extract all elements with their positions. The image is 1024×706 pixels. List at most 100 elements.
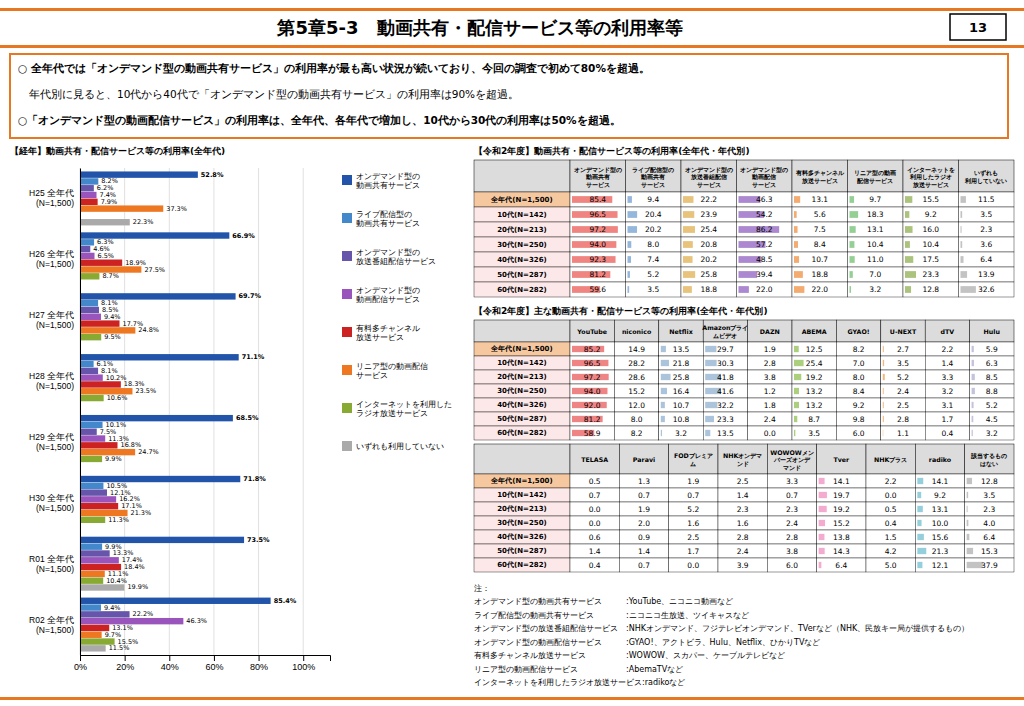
cell-bar — [661, 402, 665, 408]
cell-value: 3.6 — [980, 240, 992, 249]
cell — [959, 237, 1015, 252]
cell — [619, 502, 668, 516]
cell-bar — [917, 562, 922, 568]
cell-value: 57.2 — [756, 240, 773, 249]
text-line: 利用していない — [964, 176, 1007, 184]
tick-label: 40% — [161, 662, 179, 672]
tick-label: R01 全年代(N=1,500) — [29, 554, 74, 574]
text-line: H29 全年代 — [29, 432, 74, 442]
title-rule — [0, 45, 1024, 48]
bar — [80, 604, 101, 610]
cell — [792, 237, 848, 252]
data-labels: 52.8%66.9%69.7%71.1%68.5%71.8%73.5%85.4%… — [93, 171, 296, 653]
cell — [718, 516, 767, 530]
cell-value: 8.7 — [808, 415, 820, 424]
cell — [737, 222, 793, 237]
cell — [848, 237, 904, 252]
cell-value: 48.5 — [756, 255, 773, 264]
text-line: 放送番組配信サービス — [356, 256, 436, 265]
cell-value: 5.2 — [897, 373, 909, 382]
row-label-cell — [474, 516, 570, 530]
cell-bar — [917, 492, 921, 498]
bar — [80, 260, 122, 266]
cell-value: 94.0 — [584, 387, 601, 396]
cell-value: 19.7 — [833, 491, 850, 500]
cell-value: 4.2 — [885, 547, 897, 556]
tick-label: 0% — [74, 662, 87, 672]
y-axis: H25 全年代(N=1,500)H26 全年代(N=1,500)H27 全年代(… — [29, 169, 80, 656]
cell-value: 3.1 — [941, 401, 953, 410]
row-label: 50代(N=287) — [497, 547, 546, 555]
cell-value: 0.5 — [885, 505, 897, 514]
cell — [903, 207, 959, 222]
cell — [619, 516, 668, 530]
cell — [848, 192, 904, 207]
header-cell — [474, 320, 570, 342]
cell — [792, 192, 848, 207]
cell-value: 2.8 — [897, 415, 909, 424]
cell-bar — [819, 534, 825, 540]
cell-bar — [794, 346, 799, 352]
text-line: 動画共有サービス — [356, 180, 420, 189]
cell-value: 2.3 — [786, 505, 798, 514]
cell-bar — [972, 430, 973, 436]
cell-value: 37.9 — [981, 561, 998, 570]
header-cell — [866, 444, 915, 474]
cell-bar — [661, 430, 662, 436]
tick-label: H29 全年代(N=1,500) — [29, 432, 74, 452]
cell-bar — [972, 416, 974, 422]
cell — [570, 342, 614, 356]
cell-bar — [905, 256, 913, 263]
header-cell — [474, 444, 570, 474]
cell-bar — [961, 226, 962, 233]
column-header: 該当するものはない — [970, 452, 1007, 468]
cell — [836, 370, 880, 384]
cell — [836, 412, 880, 426]
cell-value: 8.4 — [814, 240, 826, 249]
cell-bar — [739, 271, 758, 278]
cell — [659, 412, 703, 426]
tick-label: R02 全年代(N=1,500) — [29, 615, 74, 635]
table: TELASAParaviFODプレミアムNHKオンデマンドWOWOWメンバーズオ… — [474, 444, 1014, 572]
text-line: ライブ配信型の — [632, 165, 674, 172]
text-line: いずれも利用していない — [356, 442, 444, 451]
page-box — [950, 14, 1006, 40]
cell — [570, 237, 626, 252]
header-cell — [792, 320, 836, 342]
text-line: Paravi — [633, 456, 655, 463]
legend-label: いずれも利用していない — [356, 442, 444, 451]
cell-value: 92.3 — [589, 255, 606, 264]
cell — [619, 558, 668, 572]
cell — [570, 530, 619, 544]
cell-value: 32.2 — [717, 401, 734, 410]
bar — [80, 503, 118, 509]
cell — [792, 222, 848, 237]
cell — [659, 398, 703, 412]
cell-value: 8.2 — [631, 429, 643, 438]
cell — [925, 426, 969, 440]
cell-bar — [819, 520, 825, 526]
cell — [681, 267, 737, 282]
cell-bar — [961, 196, 966, 203]
cell-value: 2.2 — [885, 477, 897, 486]
text-line: サービス — [752, 180, 776, 188]
cell-value: 23.9 — [700, 210, 717, 219]
header-cell — [718, 444, 767, 474]
cell-value: 18.8 — [811, 270, 828, 279]
cell-bar — [794, 388, 799, 394]
text-line: niconico — [622, 328, 652, 335]
cell — [570, 356, 614, 370]
column-header: GYAO! — [848, 328, 870, 335]
cell-bar — [917, 506, 922, 512]
cell — [703, 342, 747, 356]
row-label: 10代(N=142) — [497, 211, 546, 219]
cell — [836, 342, 880, 356]
cell — [848, 222, 904, 237]
text-line: ラジオ放送サービス — [356, 408, 428, 417]
legend-label: 有料多チャンネル放送サービス — [356, 323, 420, 341]
cell-bar — [661, 416, 665, 422]
cell — [614, 384, 658, 398]
cell-value: 13.1 — [867, 225, 884, 234]
text-line: Hulu — [984, 328, 1000, 335]
cell-value: 0.7 — [687, 491, 699, 500]
